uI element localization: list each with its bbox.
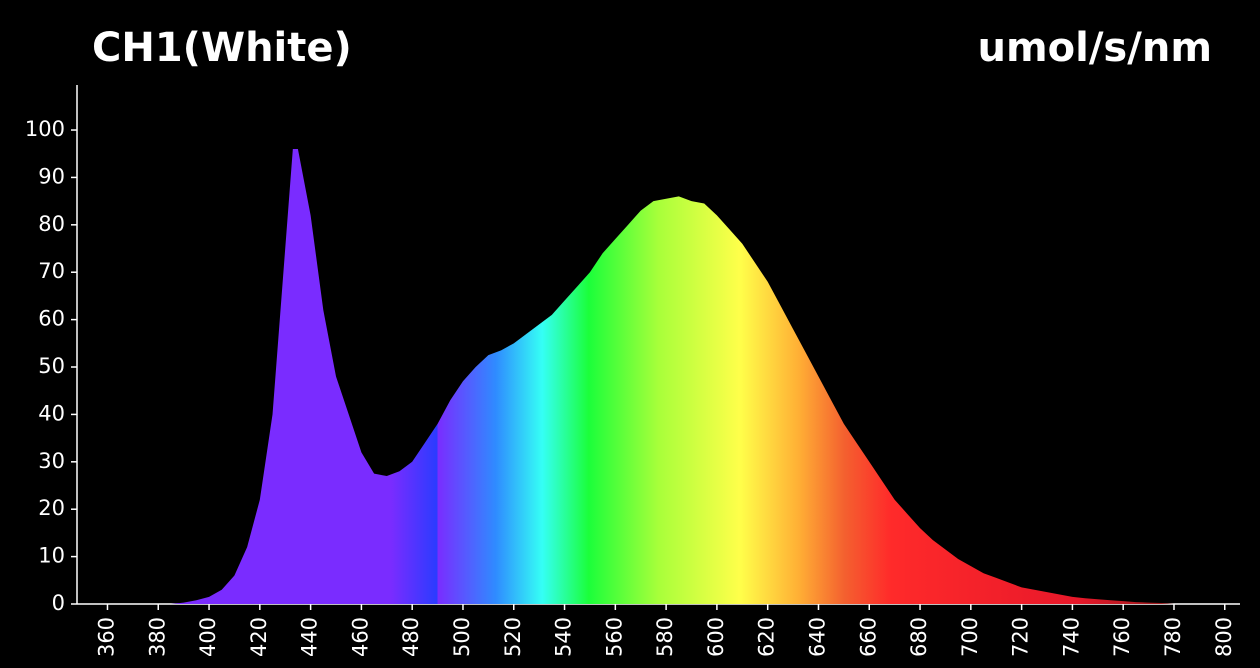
x-tick-label: 560: [602, 617, 626, 657]
x-tick-label: 700: [958, 617, 982, 657]
x-tick-label: 740: [1059, 617, 1083, 657]
y-tick-label: 20: [38, 496, 65, 520]
x-tick-label: 720: [1009, 617, 1033, 657]
x-tick-label: 520: [501, 617, 525, 657]
x-tick-label: 800: [1212, 617, 1236, 657]
x-tick-label: 680: [907, 617, 931, 657]
x-tick-label: 540: [552, 617, 576, 657]
y-tick-label: 80: [38, 212, 65, 236]
x-tick-label: 780: [1161, 617, 1185, 657]
x-tick-label: 580: [653, 617, 677, 657]
y-tick-label: 90: [38, 164, 65, 188]
x-tick-label: 760: [1110, 617, 1134, 657]
y-tick-label: 70: [38, 259, 65, 283]
chart-title: CH1(White): [92, 25, 352, 71]
x-tick-label: 440: [298, 617, 322, 657]
x-tick-label: 620: [755, 617, 779, 657]
spectrum-area: [158, 148, 1174, 604]
unit-label: umol/s/nm: [977, 25, 1212, 71]
y-tick-label: 100: [25, 117, 65, 141]
x-tick-label: 660: [856, 617, 880, 657]
x-tick-label: 500: [450, 617, 474, 657]
y-tick-label: 10: [38, 544, 65, 568]
y-tick-label: 50: [38, 354, 65, 378]
x-tick-label: 420: [247, 617, 271, 657]
y-tick-label: 40: [38, 401, 65, 425]
x-tick-label: 480: [399, 617, 423, 657]
x-tick-label: 460: [348, 617, 372, 657]
x-tick-label: 600: [704, 617, 728, 657]
x-tick-label: 380: [145, 617, 169, 657]
x-tick-label: 360: [94, 617, 118, 657]
x-tick-label: 400: [196, 617, 220, 657]
x-tick-label: 640: [805, 617, 829, 657]
y-tick-label: 0: [52, 591, 65, 615]
y-tick-label: 60: [38, 307, 65, 331]
y-tick-label: 30: [38, 449, 65, 473]
